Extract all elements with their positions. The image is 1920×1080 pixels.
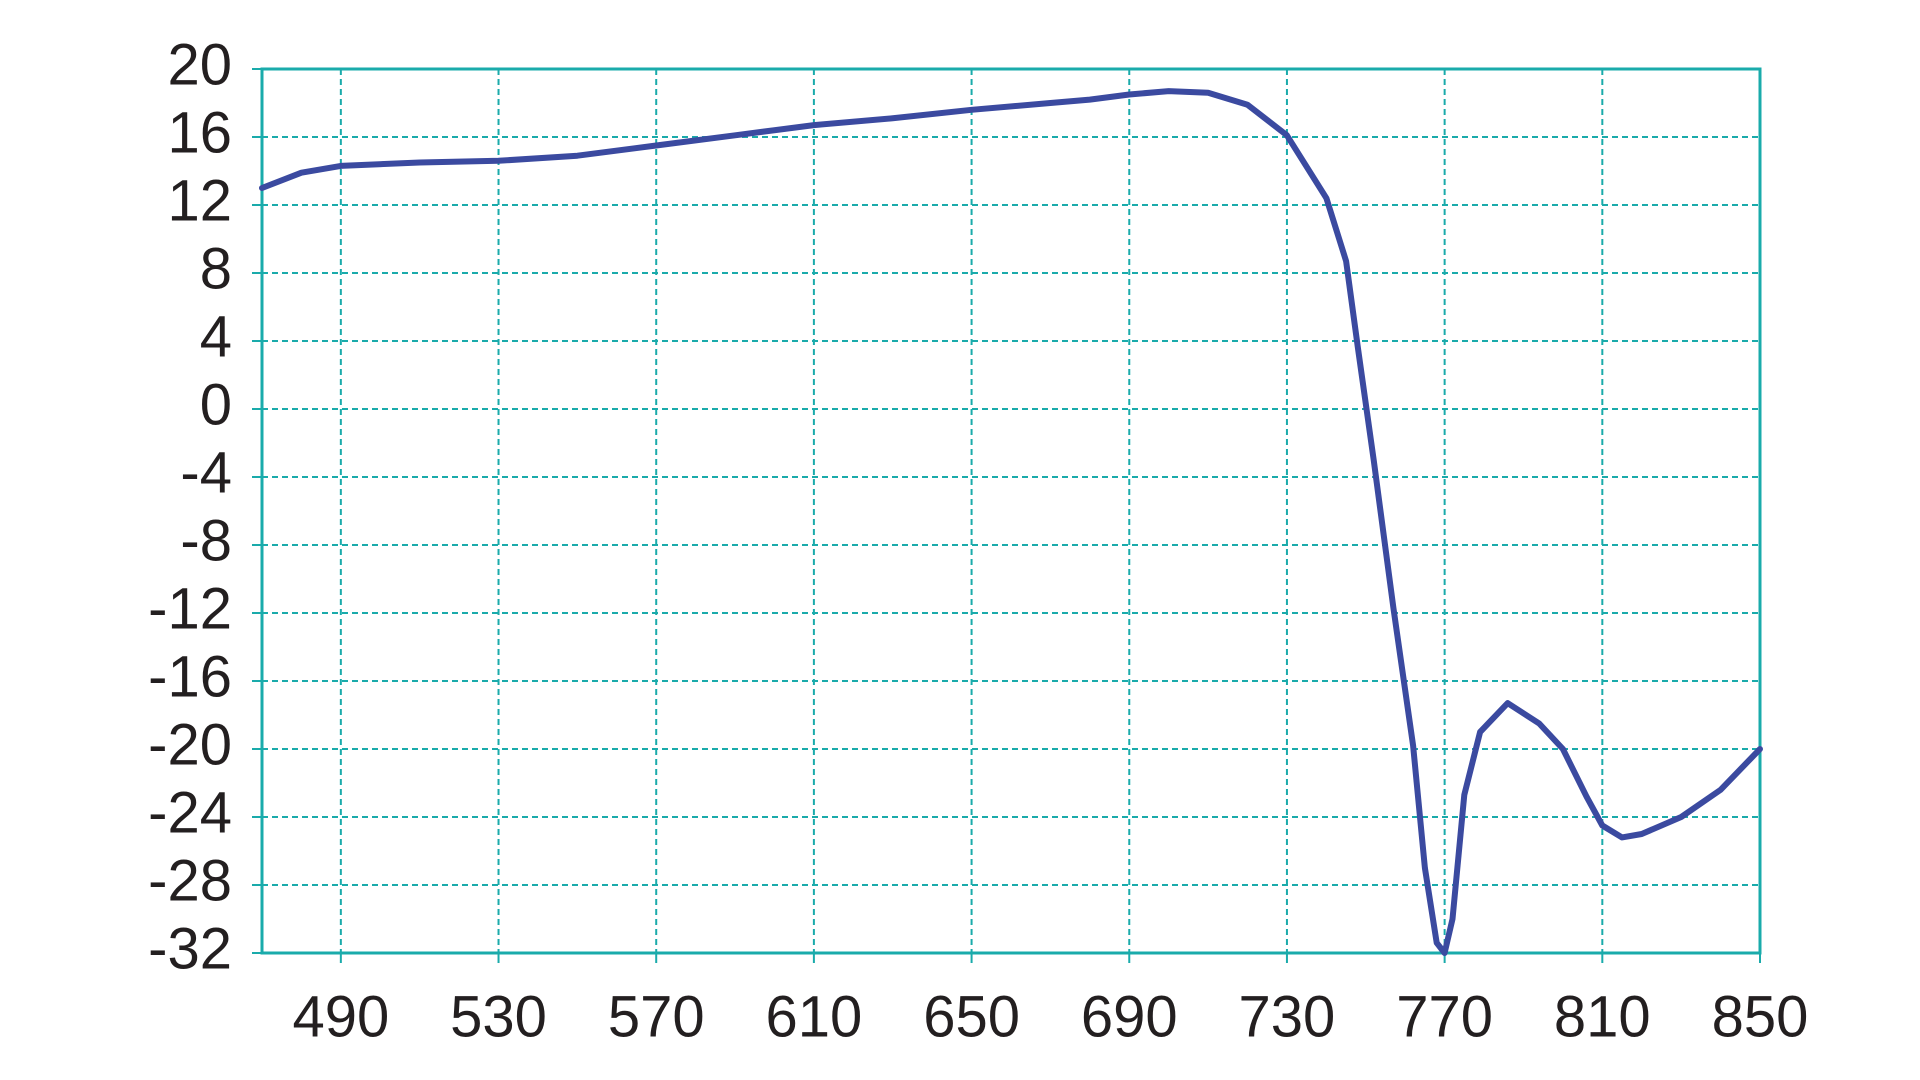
x-tick-label: 570 (608, 984, 705, 1049)
x-tick-label: 690 (1081, 984, 1178, 1049)
y-tick-label: 20 (167, 32, 232, 97)
x-tick-label: 810 (1554, 984, 1651, 1049)
y-tick-label: 0 (200, 372, 232, 437)
y-tick-label: -28 (148, 848, 232, 913)
plot-frame (260, 67, 1762, 955)
x-tick-label: 490 (292, 984, 389, 1049)
x-tick-label: 650 (923, 984, 1020, 1049)
x-tick-label: 610 (766, 984, 863, 1049)
y-tick-label: -8 (180, 508, 232, 573)
y-tick-label: -32 (148, 916, 232, 981)
y-tick-label: -12 (148, 576, 232, 641)
x-tick-label: 770 (1396, 984, 1493, 1049)
x-tick-label: 730 (1239, 984, 1336, 1049)
y-tick-label: -16 (148, 644, 232, 709)
x-tick-label: 530 (450, 984, 547, 1049)
y-tick-label: -24 (148, 780, 232, 845)
y-tick-label: 12 (167, 168, 232, 233)
y-tick-label: 4 (200, 304, 232, 369)
y-tick-label: 16 (167, 100, 232, 165)
line-series (259, 88, 1763, 956)
x-tick-label: 850 (1712, 984, 1809, 1049)
y-tick-label: -4 (180, 440, 232, 505)
y-tick-label: -20 (148, 712, 232, 777)
y-tick-label: 8 (200, 236, 232, 301)
